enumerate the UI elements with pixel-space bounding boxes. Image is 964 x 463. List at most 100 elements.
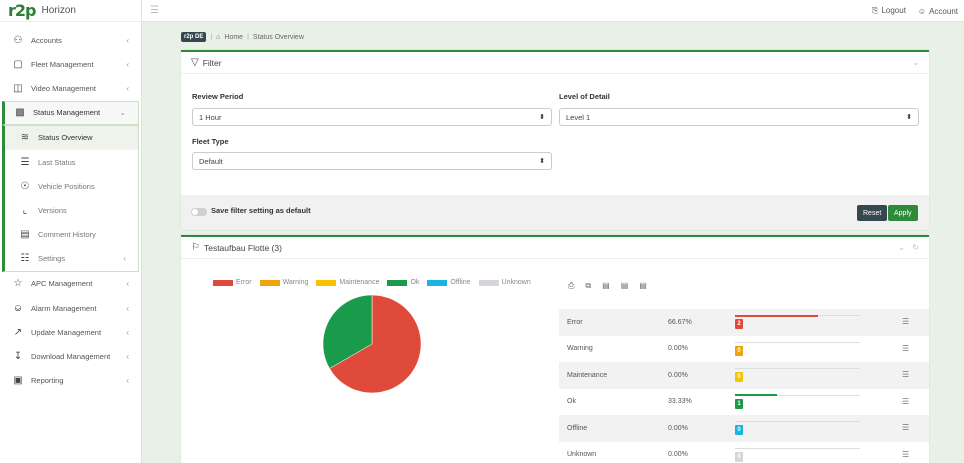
legend-item[interactable]: Maintenance [316, 279, 379, 286]
details-list-icon[interactable]: ☰ [902, 343, 910, 353]
legend-item[interactable]: Offline [427, 279, 471, 286]
review-period-select[interactable]: 1 Hour ⬍ [192, 108, 552, 126]
location-icon: ☉ [20, 180, 30, 192]
level-of-detail-label: Level of Detail [559, 92, 610, 101]
breadcrumb-separator: | [210, 33, 213, 41]
chevron-left-icon: ‹ [126, 327, 129, 337]
status-percent: 0.00% [668, 371, 688, 379]
status-name: Offline [567, 424, 588, 432]
sidebar-item-alarm-management[interactable]: ⎉ Alarm Management ‹ [0, 296, 141, 320]
status-row-unknown: Unknown 0.00% 0 ☰ [559, 442, 929, 463]
save-default-toggle[interactable] [191, 208, 207, 216]
export-csv-icon[interactable]: ▤ [620, 281, 629, 290]
star-icon: ☆ [13, 278, 23, 290]
export-excel-icon[interactable]: ▤ [602, 281, 610, 290]
sidebar-item-label: Settings [38, 254, 66, 264]
sidebar-item-label: APC Management [31, 279, 93, 289]
sidebar-nav: ⚇ Accounts ‹ ▢ Fleet Management ‹ ◫ Vide… [0, 22, 141, 393]
filter-title: Filter [202, 57, 222, 68]
legend-label: Warning [282, 279, 309, 286]
select-caret-icon: ⬍ [539, 114, 545, 121]
sidebar-item-versions[interactable]: ⌞ Versions [5, 198, 138, 222]
chevron-left-icon: ‹ [126, 35, 129, 45]
legend-item[interactable]: Warning [259, 279, 309, 286]
sidebar-item-accounts[interactable]: ⚇ Accounts ‹ [0, 28, 141, 52]
fleet-card: ⚐ Testaufbau Flotte (3) ⌄ ↻ Error Warning… [181, 235, 929, 463]
chart-icon: ▩ [15, 107, 25, 119]
details-list-icon[interactable]: ☰ [902, 423, 910, 432]
export-pdf-icon[interactable]: ▤ [639, 281, 647, 290]
details-list-icon[interactable]: ☰ [902, 449, 910, 459]
filter-card-header[interactable]: ▽ Filter ⌄ [181, 52, 929, 74]
brand[interactable]: r2p Horizon [0, 0, 141, 22]
details-list-icon[interactable]: ☰ [902, 317, 910, 326]
sidebar-item-status-management[interactable]: ▩ Status Management ⌄ [2, 100, 139, 125]
bell-icon: ⎉ [14, 302, 22, 314]
tenant-badge[interactable]: r2p DE [181, 32, 207, 42]
flag-icon: ⚐ [191, 242, 200, 253]
status-percent: 0.00% [668, 451, 688, 459]
legend-swatch [427, 279, 448, 286]
refresh-icon[interactable]: ↻ [912, 243, 919, 252]
details-list-icon[interactable]: ☰ [902, 370, 910, 379]
status-submenu: ≋ Status Overview ☰ Last Status ☉ Vehicl… [2, 124, 139, 272]
list-icon: ☰ [20, 156, 30, 168]
fleet-card-header[interactable]: ⚐ Testaufbau Flotte (3) ⌄ ↻ [181, 237, 929, 259]
status-row-error: Error 66.67% 2 ☰ [559, 309, 929, 336]
breadcrumb: r2p DE | ⌂ Home | Status Overview [181, 31, 304, 43]
status-progress-bar [735, 447, 860, 449]
collapse-icon[interactable]: ⌄ [898, 243, 905, 252]
copy-icon[interactable]: ⧉ [585, 281, 592, 290]
sidebar-item-last-status[interactable]: ☰ Last Status [5, 150, 138, 174]
fleet-type-select[interactable]: Default ⬍ [192, 152, 552, 170]
legend-label: Maintenance [339, 279, 380, 286]
sidebar-item-fleet-management[interactable]: ▢ Fleet Management ‹ [0, 52, 141, 76]
breadcrumb-home[interactable]: Home [224, 33, 244, 41]
print-icon[interactable]: ⎙ [568, 281, 575, 290]
legend-item[interactable]: Unknown [478, 279, 531, 286]
reset-button[interactable]: Reset [857, 205, 888, 221]
topbar: ☰ ⎘ Logout ☺ Account [142, 0, 964, 22]
sidebar-item-apc-management[interactable]: ☆ APC Management ‹ [0, 272, 141, 296]
sidebar-item-vehicle-positions[interactable]: ☉ Vehicle Positions [5, 174, 138, 198]
status-name: Ok [567, 398, 576, 406]
sidebar-item-comment-history[interactable]: ▤ Comment History [5, 223, 138, 247]
level-of-detail-select[interactable]: Level 1 ⬍ [559, 108, 919, 126]
apply-button[interactable]: Apply [888, 205, 918, 221]
topbar-actions: ⎘ Logout ☺ Account [872, 0, 958, 22]
logout-link[interactable]: ⎘ Logout [872, 6, 906, 16]
details-list-icon[interactable]: ☰ [902, 396, 910, 406]
status-progress-fill [735, 394, 777, 396]
legend-swatch [478, 279, 499, 286]
sidebar-item-label: Status Management [33, 108, 101, 118]
chevron-left-icon: ‹ [123, 254, 126, 264]
account-link[interactable]: ☺ Account [918, 7, 958, 16]
breadcrumb-separator: | [247, 33, 249, 41]
legend-item[interactable]: Ok [387, 279, 419, 286]
sidebar-item-label: Download Management [31, 352, 111, 362]
pie-slice-error[interactable] [329, 294, 422, 394]
settings-icon: ☷ [20, 253, 30, 265]
sidebar-item-settings[interactable]: ☷ Settings ‹ [5, 247, 138, 271]
pie-slice-ok[interactable] [322, 294, 373, 369]
collapse-icon[interactable]: ⌄ [912, 58, 919, 67]
sidebar-item-download-management[interactable]: ↧ Download Management ‹ [0, 344, 141, 368]
save-default-label: Save filter setting as default [211, 206, 311, 215]
legend-label: Offline [450, 279, 471, 286]
chart-legend: Error Warning Maintenance Ok Offline Unknown [213, 279, 535, 286]
branch-icon: ⌞ [22, 204, 28, 216]
status-row-maintenance: Maintenance 0.00% 0 ☰ [559, 362, 929, 389]
chevron-left-icon: ‹ [126, 303, 129, 313]
status-pie-chart [322, 294, 422, 394]
sidebar-item-reporting[interactable]: ▣ Reporting ‹ [0, 369, 141, 393]
menu-toggle-icon[interactable]: ☰ [150, 5, 159, 16]
status-row-offline: Offline 0.00% 0 ☰ [559, 415, 929, 442]
sidebar-item-status-overview[interactable]: ≋ Status Overview [5, 125, 138, 150]
sidebar-item-update-management[interactable]: ↗ Update Management ‹ [0, 320, 141, 344]
status-name: Error [567, 318, 583, 326]
sidebar-item-video-management[interactable]: ◫ Video Management ‹ [0, 76, 141, 100]
sidebar-item-label: Versions [38, 205, 67, 215]
status-count-badge: 0 [735, 372, 743, 382]
legend-item[interactable]: Error [213, 279, 252, 286]
home-icon[interactable]: ⌂ [216, 33, 221, 41]
